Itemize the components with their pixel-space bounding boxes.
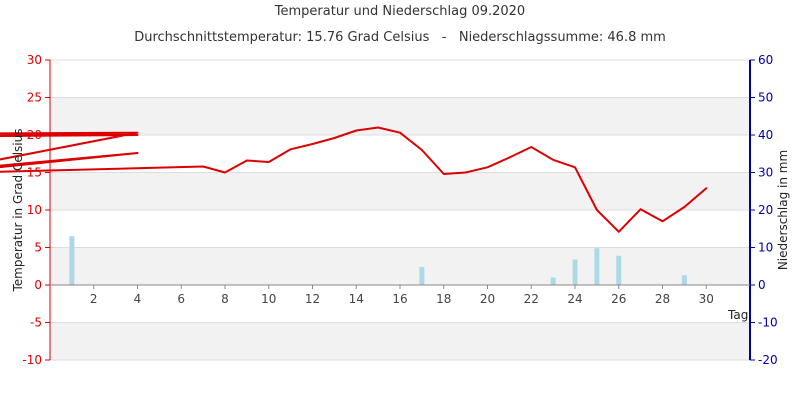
left-tick-label: 30 <box>27 53 42 67</box>
x-tick-label: 24 <box>567 292 582 306</box>
right-tick-label: 30 <box>758 166 773 180</box>
right-tick-label: 60 <box>758 53 773 67</box>
left-tick-label: -5 <box>30 316 42 330</box>
precipitation-bar <box>616 255 622 285</box>
x-tick-label: 2 <box>90 292 98 306</box>
precipitation-bar <box>69 236 75 285</box>
left-tick-label: 5 <box>34 241 42 255</box>
left-tick-label: 25 <box>27 91 42 105</box>
background-band <box>50 322 750 360</box>
right-tick-label: 50 <box>758 91 773 105</box>
x-tick-label: 20 <box>480 292 495 306</box>
background-band <box>50 172 750 210</box>
x-axis-label: Tag <box>727 308 748 322</box>
right-tick-label: 0 <box>758 278 766 292</box>
right-axis-label: Niederschlag in mm <box>776 150 790 270</box>
right-tick-label: 40 <box>758 128 773 142</box>
precipitation-bar <box>550 277 556 285</box>
x-tick-label: 4 <box>134 292 142 306</box>
left-tick-label: 20 <box>27 128 42 142</box>
right-tick-label: 10 <box>758 241 773 255</box>
right-tick-label: -20 <box>758 353 778 367</box>
chart-title: Temperatur und Niederschlag 09.2020 <box>274 4 525 19</box>
precipitation-bar <box>594 248 600 285</box>
left-tick-label: 15 <box>27 166 42 180</box>
left-tick-label: 0 <box>34 278 42 292</box>
x-tick-label: 18 <box>436 292 451 306</box>
x-tick-label: 28 <box>655 292 670 306</box>
right-tick-label: -10 <box>758 316 778 330</box>
temperature-line <box>0 126 708 233</box>
temperature-line-layer <box>0 126 708 233</box>
precipitation-bars <box>69 236 687 285</box>
x-tick-label: 14 <box>349 292 364 306</box>
x-tick-label: 6 <box>177 292 185 306</box>
background-bands <box>50 97 750 360</box>
x-tick-label: 12 <box>305 292 320 306</box>
background-band <box>50 97 750 135</box>
precipitation-bar <box>572 259 578 285</box>
x-tick-label: 10 <box>261 292 276 306</box>
left-tick-label: 10 <box>27 203 42 217</box>
right-tick-label: 20 <box>758 203 773 217</box>
left-tick-label: -10 <box>22 353 42 367</box>
x-tick-label: 30 <box>699 292 714 306</box>
x-tick-label: 8 <box>221 292 229 306</box>
x-tick-label: 22 <box>524 292 539 306</box>
precipitation-bar <box>681 275 687 285</box>
axes <box>45 59 755 361</box>
background-band <box>50 247 750 285</box>
precipitation-bar <box>419 267 425 285</box>
left-axis-label: Temperatur in Grad Celsius <box>11 128 25 292</box>
chart-subtitle: Durchschnittstemperatur: 15.76 Grad Cels… <box>134 30 666 45</box>
x-tick-label: 16 <box>392 292 407 306</box>
x-tick-label: 26 <box>611 292 626 306</box>
